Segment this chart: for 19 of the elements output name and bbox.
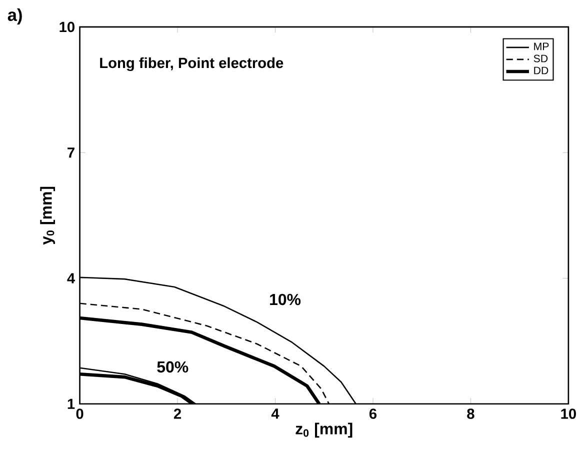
x-axis-title: z$_{0}$ [mm] (296, 422, 352, 438)
y-tick-label: 4 (67, 273, 75, 284)
x-tick-label: 10 (561, 408, 576, 420)
y-axis-title: y$_{0}$ [mm] (40, 186, 56, 245)
x-tick-label: 0 (76, 408, 84, 420)
y-tick-label: 7 (68, 148, 74, 158)
annotation: 10% (270, 294, 301, 306)
text: a) (8, 8, 22, 25)
text: Long fiber, Point electrode (100, 57, 284, 72)
x-tick-label: 6 (369, 408, 377, 420)
x-tick-label: 8 (467, 408, 474, 420)
legend-label: SD (534, 54, 548, 62)
x-tick-label: 2 (174, 408, 181, 419)
y-tick-label: 1 (68, 398, 75, 410)
annotation: 50% (157, 361, 188, 373)
x-tick-label: 4 (271, 408, 280, 419)
y-tick-label: 10 (60, 22, 74, 32)
legend-label: MP (534, 42, 549, 50)
legend-label: DD (534, 66, 548, 74)
